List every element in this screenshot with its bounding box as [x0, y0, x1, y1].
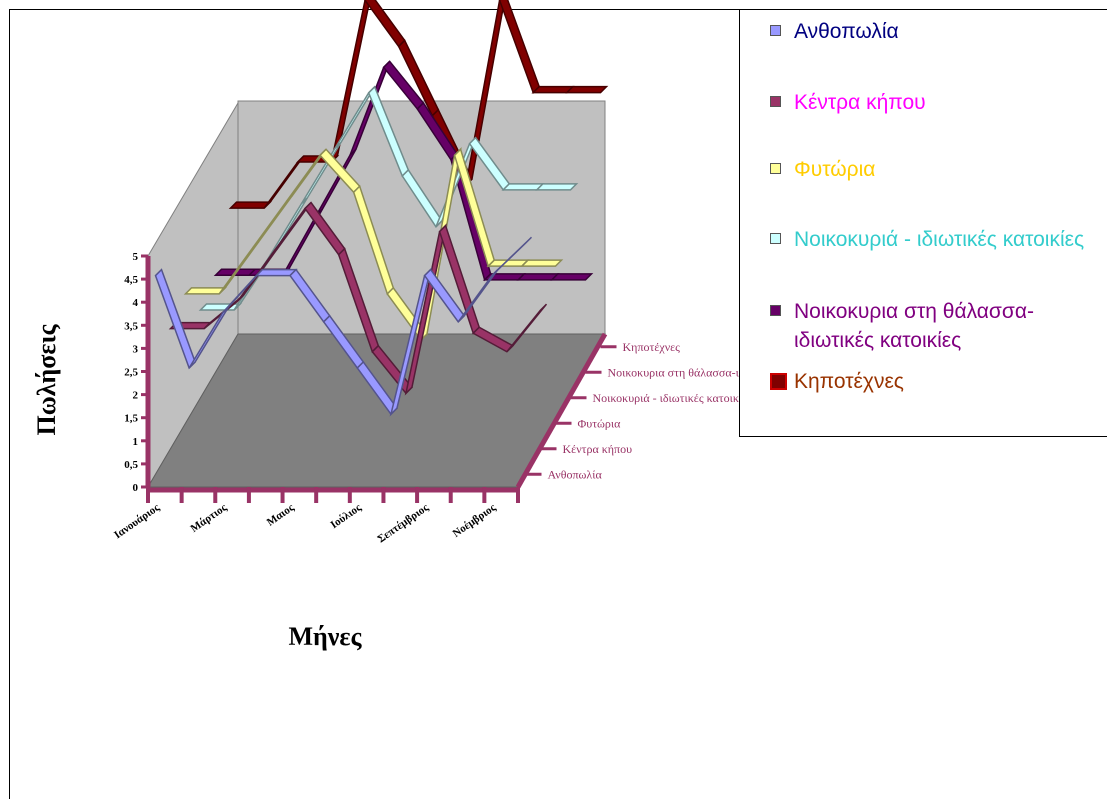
depth-tick-label: Κηποτέχνες: [623, 340, 681, 354]
legend-item-anthopolia: Ανθοπωλία: [770, 17, 1100, 46]
legend-swatch: [770, 305, 781, 316]
series-segment: [330, 0, 371, 165]
y-tick-label: 4: [133, 297, 139, 309]
depth-tick-label: Νοικοκυριά - ιδιωτικές κατοικίες: [593, 391, 741, 405]
legend-swatch: [770, 96, 781, 107]
x-tick-label: Μάρτιος: [188, 501, 229, 535]
y-tick-label: 2,5: [124, 367, 138, 379]
x-tick-label: Νοέμβριος: [451, 501, 499, 539]
legend-label: Νοικοκυρια στη θάλασσα-ιδιωτικές κατοικί…: [794, 300, 1034, 352]
series-5: [213, 60, 594, 282]
y-tick-label: 1: [133, 436, 139, 448]
y-tick-label: 0,5: [124, 459, 138, 471]
legend-item-fytoria: Φυτώρια: [770, 155, 1100, 184]
depth-tick-label: Κέντρα κήπου: [563, 442, 633, 456]
series-segment: [491, 236, 533, 277]
y-axis-title: Πωλήσεις: [32, 324, 61, 436]
depth-tick-label: Φυτώρια: [578, 416, 622, 430]
x-tick-label: Μαιος: [265, 501, 297, 528]
y-tick-label: 3: [133, 343, 139, 355]
legend-label: Κηποτέχνες: [794, 370, 904, 393]
x-tick-label: Σεπτέμβριος: [375, 501, 431, 545]
chart-plot: 0 0,5 1 1,5 2 2,5 3 3,5 4 4,5 5 Ιανουάριος Μάρτιος Μα…: [112, 0, 741, 545]
series-segment: [520, 259, 564, 267]
series-segment: [565, 85, 609, 94]
chart-frame: [9, 9, 1107, 799]
legend-item-kentra-kipou: Κέντρα κήπου: [770, 88, 1100, 117]
chart-legend: Ανθοπωλία Κέντρα κήπου Φυτώρια Νοικοκυρι…: [739, 9, 1107, 437]
y-tick-label: 2: [133, 390, 139, 402]
y-tick-label: 0: [133, 482, 139, 494]
y-tick-label: 1,5: [124, 413, 138, 425]
y-tick-label: 5: [133, 251, 139, 263]
series-segment: [535, 183, 579, 191]
series-segment: [364, 0, 406, 48]
series-1: [154, 236, 533, 417]
legend-swatch: [770, 163, 781, 174]
legend-item-noikokyria: Νοικοκυριά - ιδιωτικές κατοικίες: [770, 225, 1100, 254]
legend-label: Φυτώρια: [794, 158, 876, 181]
legend-swatch: [770, 233, 781, 244]
x-axis-title: Μήνες: [288, 622, 362, 651]
series-segment: [506, 303, 548, 353]
depth-tick-label: Ανθοπωλία: [548, 467, 603, 481]
legend-item-kipotechnes: Κηποτέχνες: [770, 367, 1100, 396]
series-segment: [550, 273, 594, 281]
x-tick-label: Ιούλιος: [328, 501, 363, 531]
legend-label: Νοικοκυριά - ιδιωτικές κατοικίες: [794, 228, 1085, 251]
legend-swatch: [770, 373, 787, 390]
legend-item-noikokyria-thalassa: Νοικοκυρια στη θάλασσα-ιδιωτικές κατοικί…: [770, 297, 1100, 355]
y-tick-label: 3,5: [124, 320, 138, 332]
depth-tick-label: Νοικοκυρια στη θάλασσα-ιδιωτικές κατοικί…: [608, 365, 741, 379]
x-tick-label: Ιανουάριος: [112, 501, 162, 541]
depth-axis-line: [515, 332, 608, 489]
y-tick-label: 4,5: [124, 274, 138, 286]
series-layer: [154, 0, 609, 417]
series-segment: [498, 0, 541, 95]
legend-label: Ανθοπωλία: [794, 20, 899, 43]
legend-swatch: [770, 25, 781, 36]
legend-label: Κέντρα κήπου: [794, 91, 926, 114]
